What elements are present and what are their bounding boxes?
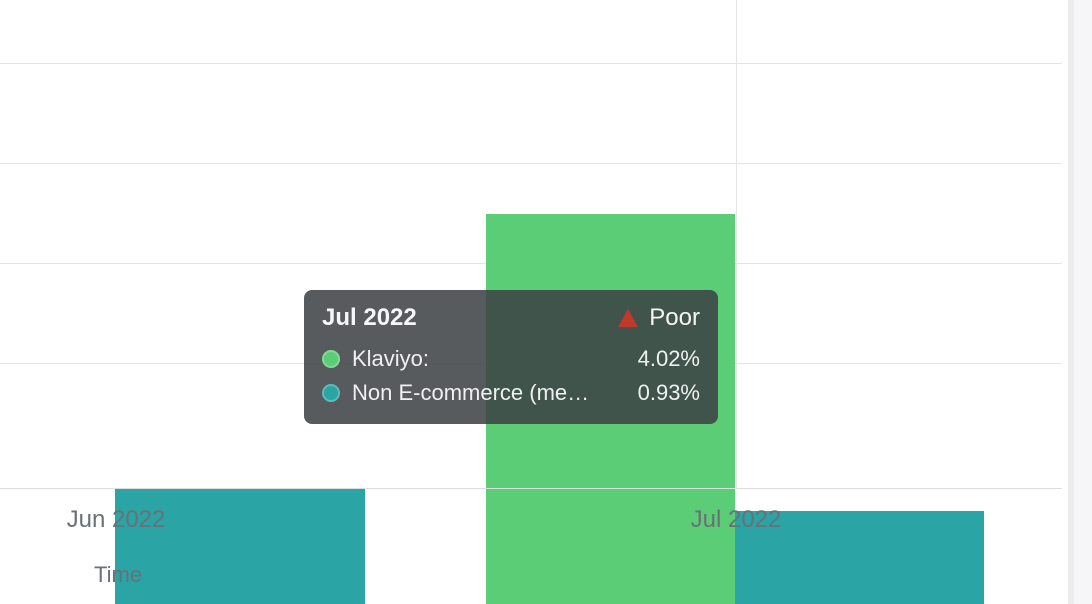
category-divider	[736, 0, 737, 488]
x-tick-label: Jun 2022	[67, 506, 166, 534]
tooltip-series-value: 0.93%	[638, 376, 700, 410]
x-tick-label: Jul 2022	[691, 506, 782, 534]
tooltip-row: Non E-commerce (me… 0.93%	[322, 376, 700, 410]
tooltip-series-label: Klaviyo:	[352, 342, 429, 376]
tooltip-title: Jul 2022	[322, 304, 417, 332]
right-scroll-strip-inner	[1074, 0, 1092, 604]
tooltip-status-label: Poor	[649, 304, 700, 332]
series-swatch-icon	[322, 350, 340, 368]
tooltip-row: Klaviyo: 4.02%	[322, 342, 700, 376]
right-scroll-strip	[1068, 0, 1092, 604]
warning-triangle-icon	[617, 308, 639, 328]
tooltip-series-value: 4.02%	[638, 342, 700, 376]
gridline	[0, 63, 1062, 64]
x-axis-line	[0, 488, 1062, 489]
x-axis-title: Time	[94, 562, 142, 588]
series-swatch-icon	[322, 384, 340, 402]
gridline	[0, 163, 1062, 164]
tooltip-series-label: Non E-commerce (me…	[352, 376, 589, 410]
chart-tooltip: Jul 2022 Poor Klaviyo: 4.02% Non E-comme…	[304, 290, 718, 424]
tooltip-status: Poor	[617, 304, 700, 332]
